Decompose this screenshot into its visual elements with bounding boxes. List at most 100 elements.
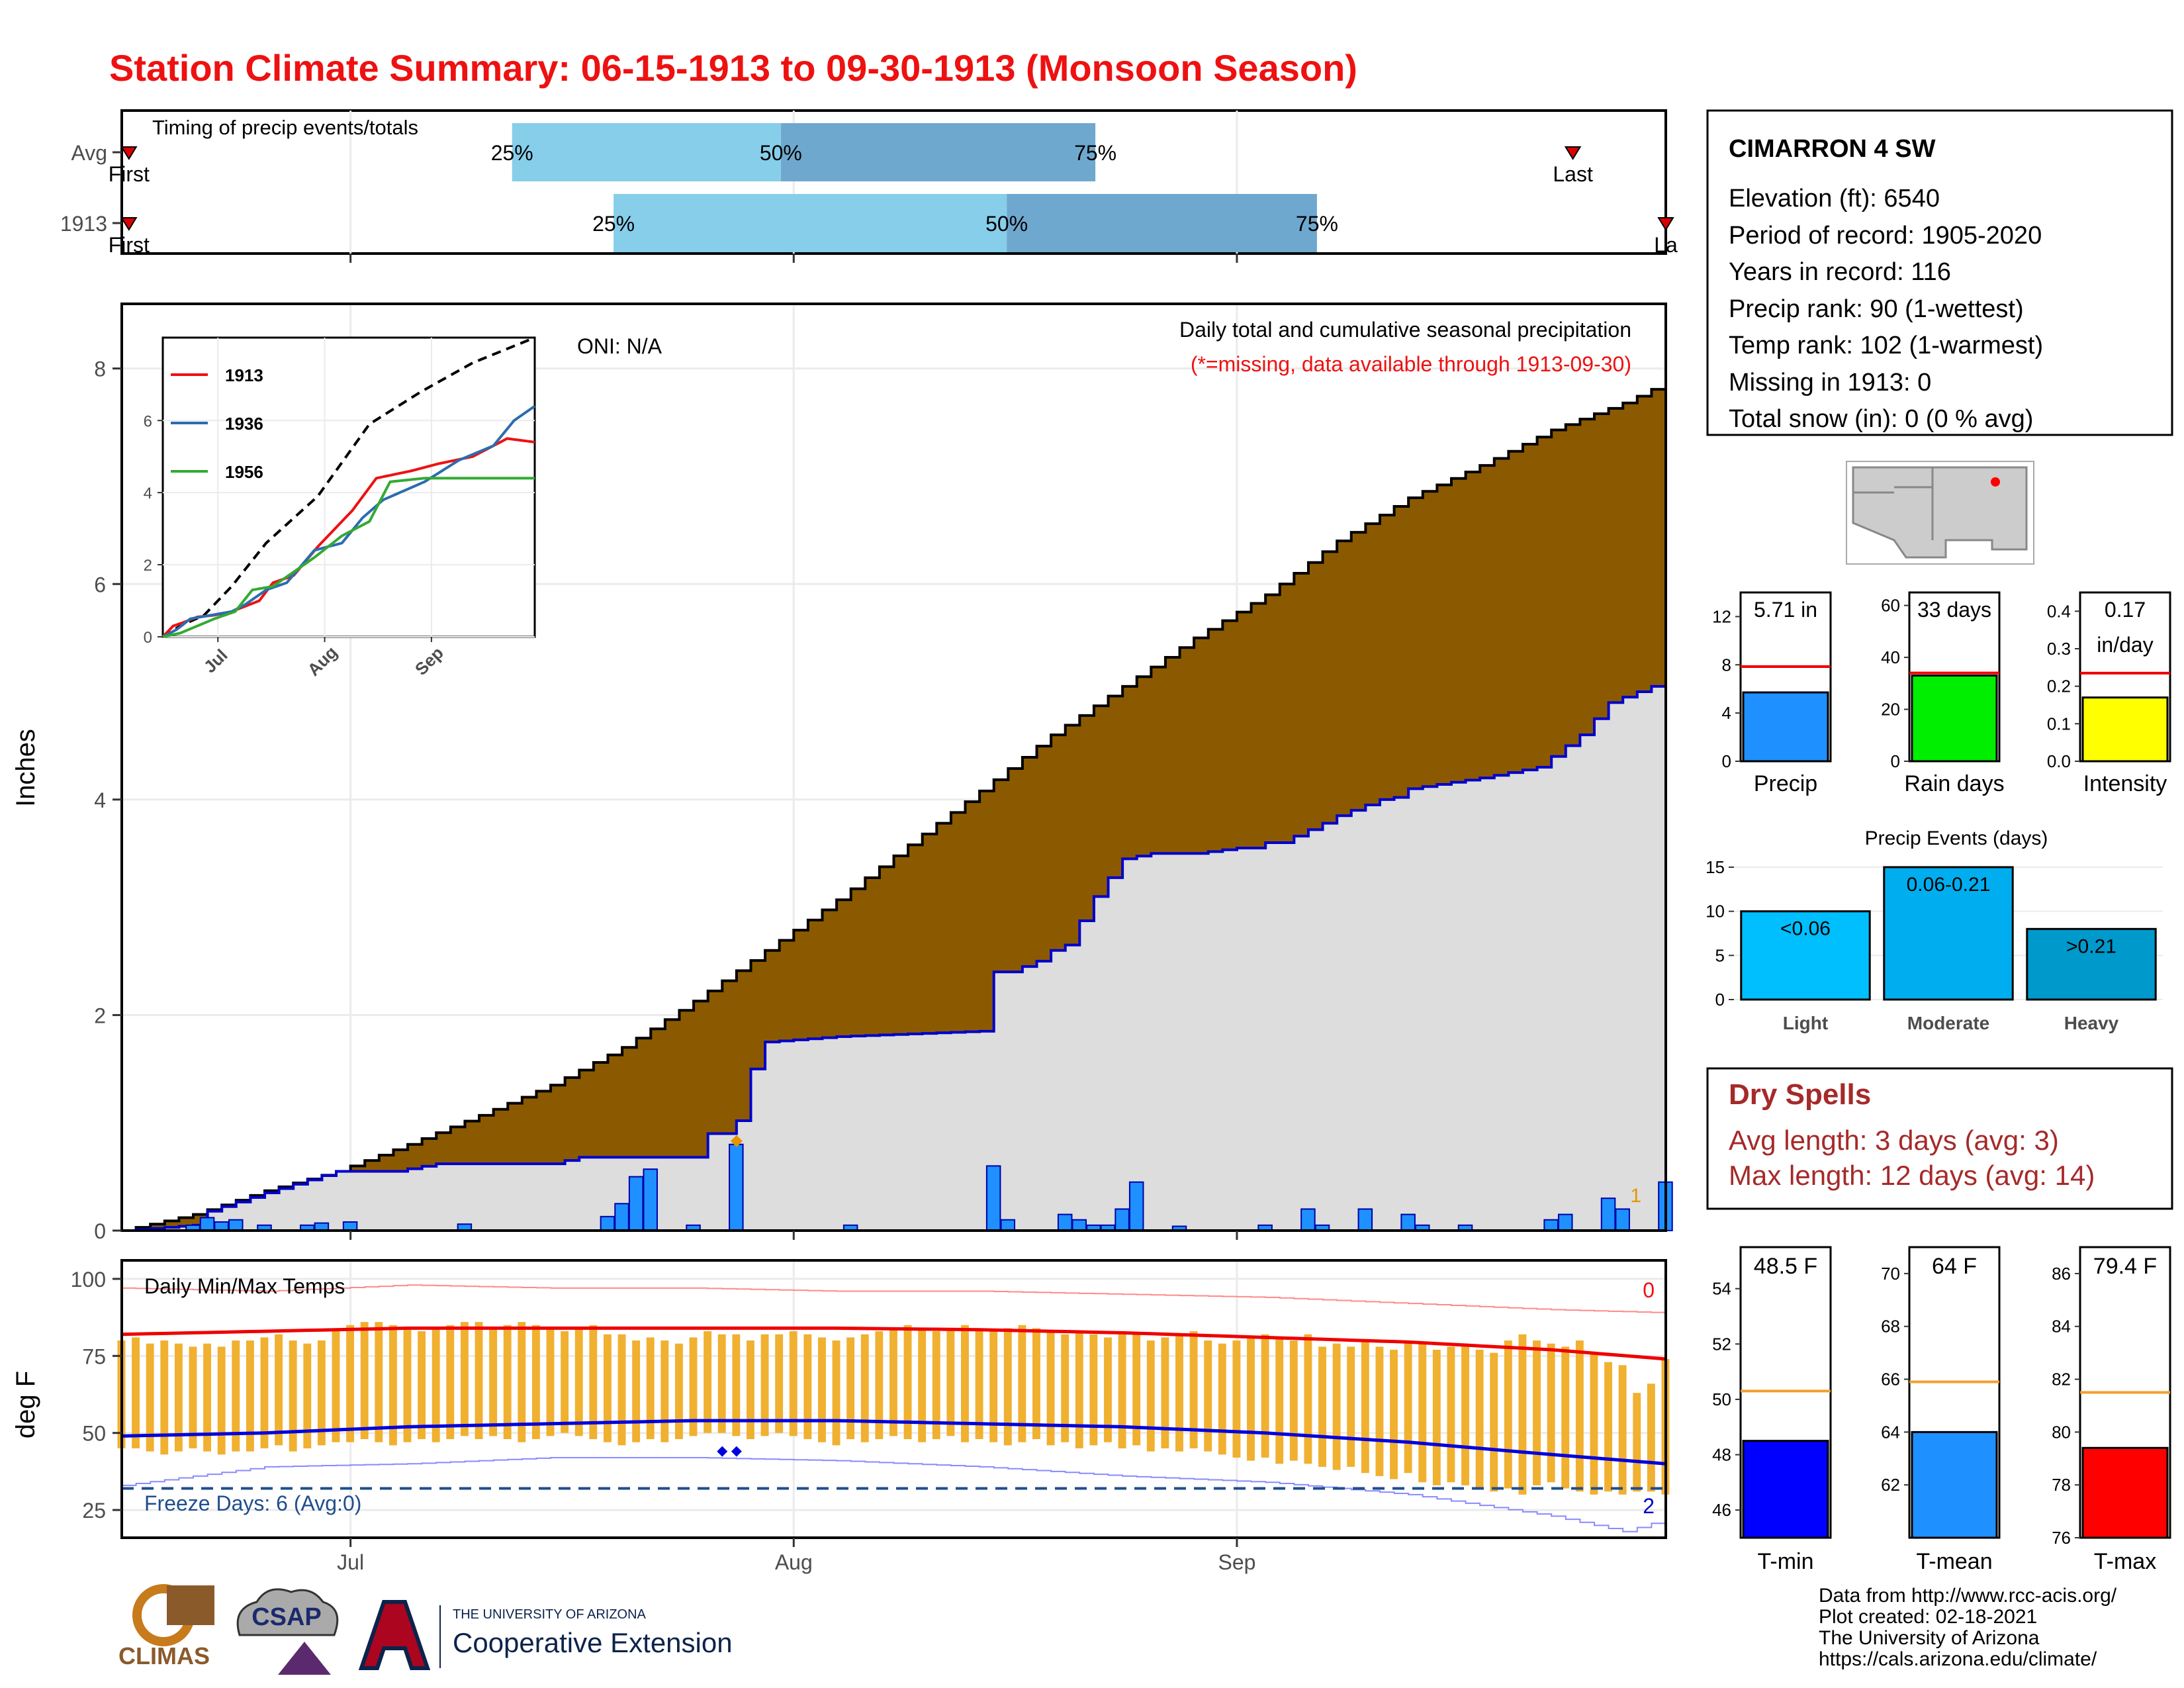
daily-precip-bar: [614, 1203, 629, 1232]
temp-range-bar: [303, 1343, 312, 1448]
temp-range-bar: [475, 1322, 483, 1440]
temp-summary-bar: [2081, 1446, 2169, 1539]
events-y-tick-label: 0: [1715, 990, 1725, 1009]
footer-line: Data from http://www.rcc-acis.org/: [1819, 1585, 2117, 1607]
temp-range-bar: [1189, 1331, 1198, 1448]
station-line: Precip rank: 90 (1-wettest): [1729, 295, 2024, 323]
temp-range-bar: [1032, 1328, 1040, 1440]
daily-precip-bar: [1543, 1219, 1559, 1232]
mini-bar-tick-label: 12: [1712, 606, 1731, 626]
temp-range-bar: [360, 1322, 369, 1440]
mini-bar-value: [1742, 691, 1829, 763]
temp-range-bar: [704, 1331, 712, 1433]
precip-event-bar-label: <0.06: [1780, 918, 1831, 940]
temp-range-bar: [932, 1331, 940, 1440]
mini-bar-value: [2081, 696, 2169, 763]
temp-range-bar: [317, 1340, 326, 1446]
precip-events-title: Precip Events (days): [1865, 827, 2048, 849]
temp-range-bar: [574, 1328, 583, 1436]
daily-precip-bar: [228, 1219, 244, 1232]
temp-range-bar: [1232, 1340, 1241, 1458]
temp-range-bar: [1618, 1365, 1627, 1495]
temp-range-bar: [860, 1334, 869, 1442]
record-max-count: 0: [1643, 1278, 1655, 1302]
temp-range-bar: [646, 1337, 655, 1440]
temp-range-bar: [1432, 1350, 1441, 1485]
temp-range-bar: [1061, 1334, 1069, 1442]
temp-summary-tick-label: 82: [2052, 1370, 2071, 1389]
temp-range-bar: [747, 1340, 754, 1440]
temp-summary-bar: [1911, 1430, 1998, 1539]
temp-range-bar: [1533, 1340, 1541, 1485]
temp-range-bar: [1218, 1343, 1226, 1455]
temp-range-bar: [846, 1337, 855, 1440]
temp-range-bar: [946, 1328, 955, 1436]
temp-range-bar: [432, 1328, 440, 1442]
temp-x-axis: Jul Aug Sep: [337, 1538, 1255, 1574]
precip-event-bar: [1883, 866, 2014, 1001]
timing-rows: Avg 25% 50% 75% First Last 1913 25% 50% 75% First L…: [60, 123, 1678, 257]
timing-last-label: Last: [1553, 162, 1593, 186]
inset-frame: [161, 336, 536, 638]
temp-range-bar: [1289, 1340, 1298, 1461]
missing-count: 1: [1630, 1185, 1641, 1207]
temp-summary-chart: 48.5 F 46 48 50 52 54 T-min: [1712, 1246, 1832, 1574]
timing-row-label: 1913: [60, 212, 107, 236]
record-low-marker: [717, 1446, 728, 1457]
temp-range-bar: [1633, 1393, 1641, 1492]
temp-panel-border: [120, 1259, 1667, 1539]
mini-bar-value: [1911, 675, 1998, 763]
temp-range-bar: [1418, 1343, 1427, 1483]
mini-bar-tick-label: 0.3: [2047, 639, 2071, 659]
temp-range-bar: [1404, 1340, 1412, 1474]
temp-summary-tick-label: 68: [1881, 1317, 1900, 1336]
temp-range-bar: [674, 1343, 683, 1440]
temp-range-bar: [332, 1328, 340, 1442]
oni-label: ONI: N/A: [577, 334, 662, 358]
state-border-line: [1853, 467, 1934, 540]
temp-range-bar: [603, 1334, 612, 1442]
temp-range-bars: [117, 1322, 1670, 1495]
temp-range-bar: [1118, 1334, 1126, 1448]
timing-bar-25-50: [614, 194, 1007, 252]
main-subtitle: Daily total and cumulative seasonal prec…: [1179, 318, 1631, 342]
temp-range-bar: [503, 1325, 512, 1440]
temp-range-bar: [961, 1325, 969, 1442]
mini-bar-tick-label: 0.0: [2047, 751, 2071, 771]
timing-first-marker: [120, 146, 138, 160]
inset-series-line: [161, 336, 535, 638]
daily-precip-bar: [643, 1168, 658, 1232]
temp-range-bar: [875, 1331, 884, 1440]
temp-summary-value-label: 79.4 F: [2093, 1254, 2157, 1279]
temp-range-bar: [1161, 1337, 1169, 1448]
temp-range-bar: [460, 1322, 469, 1436]
mini-bar-label: Rain days: [1904, 771, 2004, 796]
temp-range-bar: [174, 1343, 183, 1452]
mini-bar-chart: 33 days 0 20 40 60 Rain days: [1881, 591, 2005, 796]
main-panel-border: [120, 303, 1667, 1232]
timing-row-label: Avg: [71, 141, 107, 165]
record-min-line: [122, 1456, 1666, 1532]
temp-x-tick-label: Sep: [1218, 1550, 1255, 1574]
timing-p50-label: 50%: [760, 141, 802, 165]
daily-precip-bar: [1400, 1213, 1416, 1232]
temp-range-bar: [1146, 1340, 1155, 1452]
timing-first-label: First: [109, 233, 150, 257]
temp-range-bar: [388, 1325, 397, 1446]
precip-event-bar-label: 0.06-0.21: [1907, 874, 1991, 896]
temp-range-bar: [1475, 1350, 1484, 1489]
station-line: Temp rank: 102 (1-warmest): [1729, 332, 2043, 359]
inset-legend: 1913 1936 1956: [171, 365, 263, 482]
temp-range-bar: [489, 1328, 498, 1436]
temp-range-bar: [818, 1337, 826, 1442]
station-name: CIMARRON 4 SW: [1729, 135, 1936, 163]
main-y-tick-label: 4: [94, 788, 106, 812]
temp-range-bar: [760, 1334, 769, 1436]
temp-range-bar: [1003, 1328, 1012, 1446]
daily-precip-bar: [1357, 1208, 1373, 1232]
dry-spells-max: Max length: 12 days (avg: 14): [1729, 1160, 2095, 1191]
temp-range-bar: [589, 1325, 598, 1440]
temp-range-bar: [1361, 1340, 1369, 1474]
temp-range-bar: [889, 1328, 897, 1436]
